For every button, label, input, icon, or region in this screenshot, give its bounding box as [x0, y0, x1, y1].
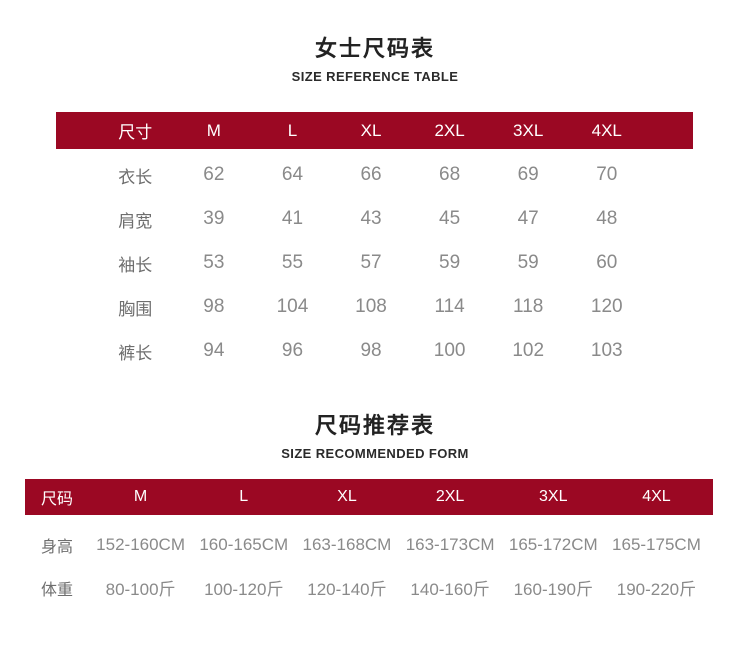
column-header-2xl: 2XL — [434, 120, 465, 140]
value-cell: 69 — [517, 164, 539, 185]
column-header-2xl: 2XL — [435, 488, 465, 505]
column-header-m: M — [133, 488, 148, 505]
table-row-bust: 胸围 98 104 108 114 118 120 — [56, 285, 693, 329]
value-cell: 96 — [281, 340, 304, 361]
value-cell: 104 — [276, 296, 309, 317]
value-cell: 160-165CM — [199, 534, 289, 554]
value-cell: 98 — [360, 340, 382, 361]
column-header-4xl: 4XL — [642, 488, 671, 505]
value-cell: 163-168CM — [302, 534, 392, 554]
value-cell: 47 — [517, 208, 539, 229]
value-cell: 165-175CM — [612, 534, 701, 554]
value-cell: 57 — [360, 252, 382, 273]
column-header-3xl: 3XL — [539, 488, 568, 505]
value-cell: 43 — [360, 208, 382, 229]
value-cell: 120-140斤 — [307, 580, 387, 599]
size-reference-title: 女士尺码表 — [314, 36, 435, 61]
row-label: 身高 — [40, 538, 73, 556]
column-header-size: 尺寸 — [118, 123, 153, 142]
value-cell: 165-172CM — [508, 534, 598, 554]
column-header-l: L — [287, 120, 298, 140]
value-cell: 53 — [203, 252, 225, 273]
size-reference-section: 女士尺码表 SIZE REFERENCE TABLE 尺寸 M L XL 2XL… — [0, 34, 750, 373]
value-cell: 100 — [433, 340, 466, 361]
table-row-weight: 体重 80-100斤 100-120斤 120-140斤 140-160斤 16… — [25, 566, 713, 609]
value-cell: 64 — [281, 164, 304, 185]
value-cell: 59 — [517, 252, 539, 273]
size-recommend-title: 尺码推荐表 — [314, 413, 435, 438]
value-cell: 98 — [203, 296, 225, 317]
value-cell: 163-173CM — [405, 534, 495, 554]
size-recommend-table: 尺码 M L XL 2XL 3XL 4XL 身高 152-160CM 160-1… — [25, 479, 713, 609]
value-cell: 59 — [439, 252, 461, 273]
value-cell: 190-220斤 — [616, 580, 697, 599]
size-recommend-subtitle: SIZE RECOMMENDED FORM — [281, 446, 469, 461]
row-label: 胸围 — [118, 299, 153, 319]
value-cell: 39 — [203, 208, 225, 229]
value-cell: 118 — [513, 296, 544, 317]
value-cell: 62 — [203, 164, 225, 185]
row-label: 衣长 — [118, 167, 153, 187]
value-cell: 120 — [590, 296, 623, 317]
column-header-l: L — [239, 488, 249, 505]
value-cell: 41 — [281, 208, 304, 229]
value-cell: 100-120斤 — [204, 580, 284, 599]
table-row-height: 身高 152-160CM 160-165CM 163-168CM 163-173… — [25, 523, 713, 566]
row-label: 肩宽 — [118, 211, 153, 231]
value-cell: 102 — [512, 340, 545, 361]
value-cell: 108 — [355, 296, 387, 317]
value-cell: 60 — [596, 252, 618, 273]
value-cell: 48 — [596, 208, 618, 229]
value-cell: 66 — [360, 164, 382, 185]
size-reference-subtitle: SIZE REFERENCE TABLE — [291, 69, 459, 84]
value-cell: 114 — [434, 296, 465, 317]
size-reference-header-row: 尺寸 M L XL 2XL 3XL 4XL — [56, 112, 693, 149]
size-reference-body: 衣长 62 64 66 68 69 70 肩宽 39 41 43 45 47 4… — [56, 153, 693, 373]
size-reference-table: 尺寸 M L XL 2XL 3XL 4XL 衣长 62 64 66 68 69 … — [56, 112, 693, 373]
column-header-size: 尺码 — [40, 491, 73, 508]
column-header-xl: XL — [337, 488, 357, 505]
value-cell: 70 — [596, 164, 618, 185]
value-cell: 94 — [203, 340, 225, 361]
column-header-m: M — [206, 120, 221, 140]
value-cell: 45 — [439, 208, 461, 229]
size-recommend-header-row: 尺码 M L XL 2XL 3XL 4XL — [25, 479, 713, 515]
table-row-garment-length: 衣长 62 64 66 68 69 70 — [56, 153, 693, 197]
table-row-shoulder-width: 肩宽 39 41 43 45 47 48 — [56, 197, 693, 241]
table-row-pants-length: 裤长 94 96 98 100 102 103 — [56, 329, 693, 373]
row-label: 袖长 — [118, 255, 153, 275]
column-header-3xl: 3XL — [513, 120, 544, 140]
size-recommend-body: 身高 152-160CM 160-165CM 163-168CM 163-173… — [25, 523, 713, 609]
row-label: 裤长 — [118, 343, 153, 363]
value-cell: 80-100斤 — [105, 580, 176, 599]
size-recommend-section: 尺码推荐表 SIZE RECOMMENDED FORM 尺码 M L XL 2X… — [0, 411, 750, 609]
table-row-sleeve-length: 袖长 53 55 57 59 59 60 — [56, 241, 693, 285]
value-cell: 140-160斤 — [410, 580, 490, 599]
value-cell: 68 — [439, 164, 461, 185]
row-label: 体重 — [40, 581, 73, 599]
value-cell: 160-190斤 — [513, 580, 593, 599]
column-header-xl: XL — [360, 120, 382, 140]
column-header-4xl: 4XL — [591, 120, 622, 140]
value-cell: 55 — [281, 252, 304, 273]
value-cell: 103 — [590, 340, 623, 361]
value-cell: 152-160CM — [96, 534, 185, 554]
